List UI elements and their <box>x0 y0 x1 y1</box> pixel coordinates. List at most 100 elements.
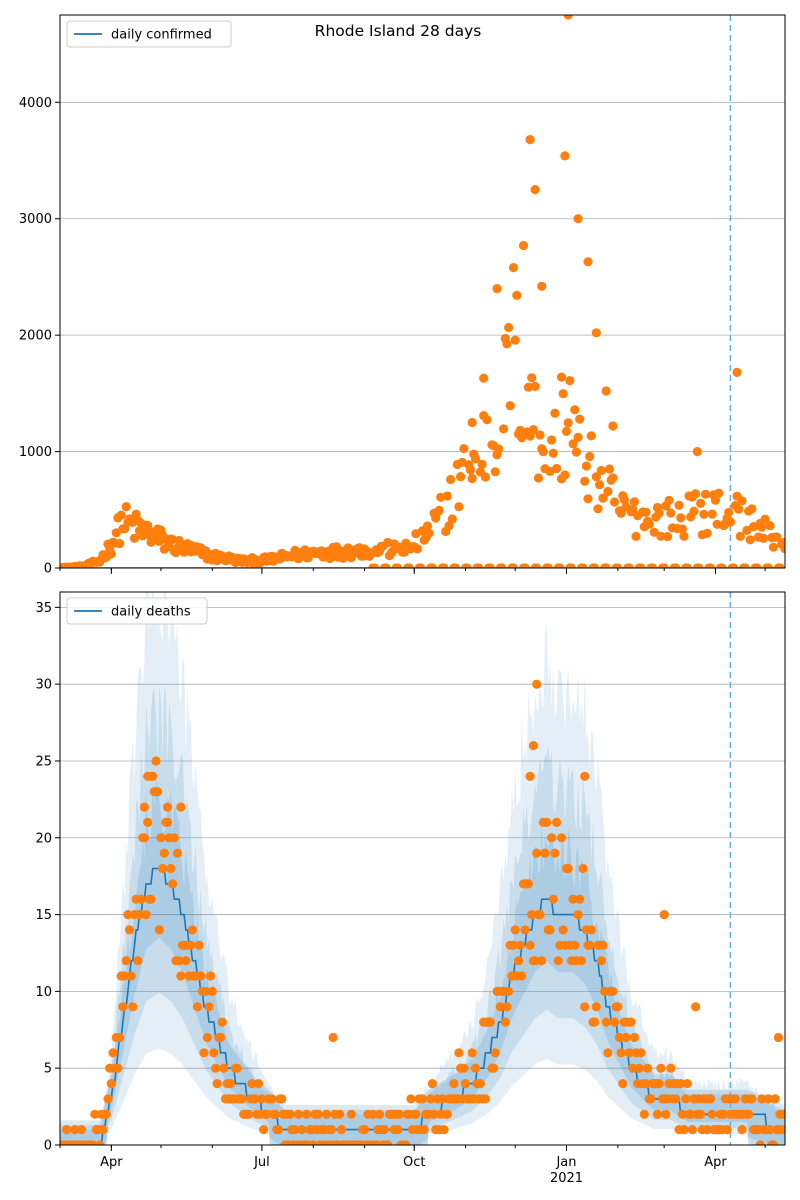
data-point <box>732 367 742 377</box>
data-point <box>537 956 547 966</box>
data-point <box>689 506 699 516</box>
y-axis: 0 5 10 15 20 25 30 35 <box>35 601 60 1154</box>
data-point <box>199 1048 209 1058</box>
data-point <box>603 486 613 497</box>
data-point <box>734 504 744 514</box>
data-point <box>532 563 542 568</box>
data-point <box>563 863 573 874</box>
data-point <box>192 1002 202 1012</box>
data-point <box>302 1109 312 1119</box>
data-point <box>696 498 706 508</box>
y-tick-label: 4000 <box>19 96 52 111</box>
legend-label: daily confirmed <box>111 28 212 43</box>
data-point <box>467 1048 477 1058</box>
data-point <box>687 1125 697 1135</box>
y-tick-label: 5 <box>44 1062 52 1077</box>
data-point <box>560 151 570 161</box>
data-point <box>648 563 658 568</box>
chart-title: Rhode Island 28 days <box>315 22 482 40</box>
data-point <box>699 509 709 519</box>
data-point <box>548 448 558 458</box>
data-point <box>510 335 520 345</box>
data-point <box>237 1094 247 1104</box>
data-point <box>555 563 565 568</box>
data-point <box>176 802 186 812</box>
data-point <box>550 848 560 858</box>
data-point <box>590 563 600 568</box>
data-point <box>158 863 168 874</box>
data-point <box>459 1063 469 1073</box>
data-point <box>168 879 178 889</box>
data-point <box>652 1109 663 1119</box>
data-point <box>528 741 539 751</box>
data-point <box>187 925 197 935</box>
data-point <box>459 444 469 454</box>
data-point <box>106 1079 116 1089</box>
data-point <box>146 771 156 781</box>
data-point <box>504 986 514 997</box>
data-point <box>446 474 456 485</box>
axes-frame <box>59 591 786 1146</box>
data-point <box>626 1017 636 1027</box>
data-point <box>154 925 164 935</box>
data-point <box>772 532 782 542</box>
data-point <box>661 1109 671 1119</box>
data-point <box>702 1125 712 1135</box>
data-point <box>479 373 489 383</box>
data-point <box>586 431 596 441</box>
data-point <box>447 514 457 524</box>
data-point <box>586 925 596 935</box>
data-point <box>505 401 515 411</box>
data-point <box>510 925 520 935</box>
data-point <box>169 833 179 843</box>
data-point <box>95 1140 105 1145</box>
confirmed-panel: 0 1000 2000 3000 4000 Rhode Island 28 days dai… <box>19 14 786 577</box>
confidence-band <box>60 685 785 1145</box>
uncertainty-bands <box>60 592 785 1145</box>
confidence-band <box>60 777 785 1145</box>
data-point <box>681 1094 691 1104</box>
data-point <box>538 447 548 457</box>
data-point <box>186 940 196 950</box>
data-point <box>585 940 595 950</box>
data-point <box>475 1079 485 1089</box>
plot-area <box>60 15 785 568</box>
data-point <box>321 1109 332 1119</box>
data-point <box>194 940 204 950</box>
legend: daily confirmed <box>66 20 232 48</box>
data-point <box>616 508 626 518</box>
data-point <box>520 563 530 568</box>
data-point <box>765 1125 775 1135</box>
data-point <box>512 290 522 300</box>
plot-content <box>60 592 785 1145</box>
data-point <box>548 894 558 904</box>
data-point <box>545 925 555 935</box>
data-point <box>628 1063 638 1073</box>
data-point <box>419 1125 429 1135</box>
data-point <box>614 1032 625 1043</box>
data-point <box>499 424 509 434</box>
data-point <box>747 504 757 514</box>
data-point <box>211 1063 221 1073</box>
data-point <box>383 1140 393 1145</box>
data-point <box>467 417 477 428</box>
data-point <box>477 459 487 469</box>
data-point <box>598 940 608 950</box>
data-point <box>671 563 681 568</box>
x-tick-label: Oct <box>403 1155 425 1170</box>
data-point <box>662 532 673 542</box>
data-point <box>694 563 704 568</box>
data-point <box>714 488 724 498</box>
data-point <box>601 386 611 396</box>
data-point <box>434 505 444 515</box>
gridlines <box>60 101 785 452</box>
data-point <box>480 1094 490 1104</box>
data-point <box>747 1094 757 1104</box>
data-point <box>454 1048 464 1058</box>
data-point <box>247 1079 257 1089</box>
data-point <box>485 1017 495 1027</box>
data-point <box>123 910 133 920</box>
data-point <box>313 1109 323 1119</box>
data-point <box>470 454 481 464</box>
